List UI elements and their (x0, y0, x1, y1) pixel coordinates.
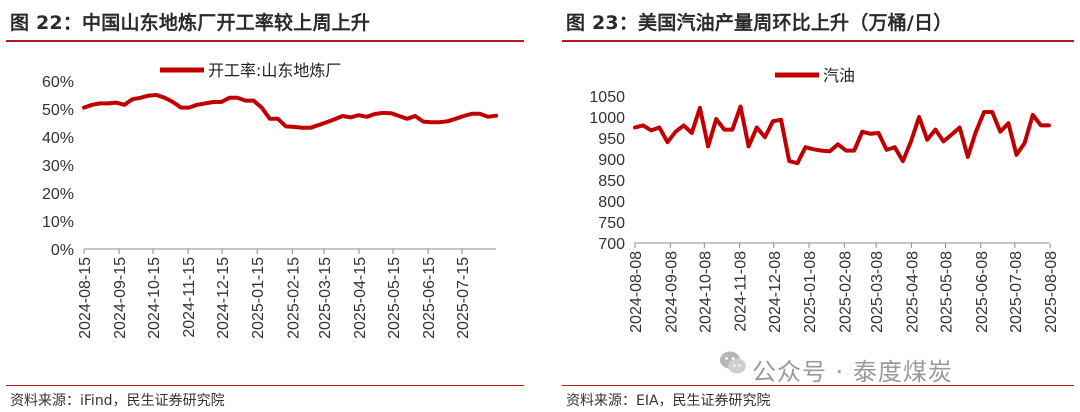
y-tick-label: 10% (42, 214, 74, 231)
x-tick-label: 2024-08-15 (77, 257, 94, 339)
x-tick-label: 2024-10-15 (146, 257, 163, 339)
x-tick-label: 2025-06-15 (421, 257, 438, 339)
y-tick-label: 50% (42, 102, 74, 119)
x-tick-label: 2025-05-08 (939, 251, 956, 333)
title-divider (562, 40, 1074, 42)
x-tick-label: 2024-12-08 (767, 251, 784, 333)
line-chart-gasoline-output: 700 750 800 850 900 950 1000 1050 2024-08-08 2024… (589, 66, 1060, 333)
x-tick-label: 2025-02-15 (285, 257, 302, 339)
chart-panel-right: 图 23：美国汽油产量周环比上升（万桶/日） 700 750 800 850 900 95… (556, 0, 1080, 412)
watermark-text: 公众号 · 泰度煤炭 (752, 358, 953, 386)
y-tick-label: 30% (42, 158, 74, 175)
legend-label: 开工率:山东地炼厂 (208, 61, 341, 80)
x-tick-label: 2024-10-08 (697, 251, 714, 333)
y-tick-label: 900 (598, 152, 625, 169)
x-tick-label: 2025-03-08 (869, 251, 886, 333)
source-divider (562, 385, 1074, 386)
y-tick-label: 20% (42, 186, 74, 203)
line-chart-refinery-utilization: 0% 10% 20% 30% 40% 50% 60% 2024-08-15 2024-09-15… (42, 61, 498, 339)
x-tick-label: 2025-07-15 (455, 257, 472, 339)
chart-panel-left: 图 22：中国山东地炼厂开工率较上周上升 0% 10% 20% 30% 40% 50% 60… (0, 0, 530, 412)
y-tick-label: 0% (51, 242, 74, 259)
y-tick-label: 950 (598, 131, 625, 148)
x-tick-label: 2025-01-15 (250, 257, 267, 339)
y-tick-label: 1000 (589, 110, 625, 127)
title-divider (6, 40, 524, 42)
series-line (633, 104, 1051, 166)
x-tick-label: 2025-04-15 (352, 257, 369, 339)
y-tick-label: 850 (598, 173, 625, 190)
figure-title: 图 22：中国山东地炼厂开工率较上周上升 (10, 12, 371, 34)
series-line (82, 93, 498, 130)
source-note: 资料来源：EIA，民生证券研究院 (566, 393, 771, 409)
source-divider (6, 385, 524, 386)
x-tick-label: 2025-07-08 (1008, 251, 1025, 333)
x-tick-label: 2024-11-08 (733, 251, 750, 332)
y-tick-label: 1050 (589, 89, 625, 106)
x-tick-label: 2024-08-08 (628, 251, 645, 333)
x-tick-label: 2025-01-08 (802, 251, 819, 333)
x-tick-label: 2024-09-08 (663, 251, 680, 333)
figure-title: 图 23：美国汽油产量周环比上升（万桶/日） (566, 12, 953, 34)
source-note: 资料来源：iFind，民生证券研究院 (10, 393, 225, 409)
legend-label: 汽油 (823, 66, 855, 85)
x-tick-label: 2025-06-08 (974, 251, 991, 333)
x-tick-label: 2024-09-15 (112, 257, 129, 339)
x-tick-label: 2025-02-08 (837, 251, 854, 333)
y-tick-label: 700 (598, 236, 625, 253)
wechat-icon (720, 351, 746, 374)
x-tick-label: 2025-03-15 (317, 257, 334, 339)
x-tick-label: 2024-11-15 (181, 257, 198, 338)
x-tick-label: 2025-04-08 (904, 251, 921, 333)
x-tick-label: 2024-12-15 (215, 257, 232, 339)
y-tick-label: 800 (598, 194, 625, 211)
y-tick-label: 750 (598, 215, 625, 232)
y-tick-label: 40% (42, 130, 74, 147)
x-tick-label: 2025-08-08 (1043, 251, 1060, 333)
y-tick-label: 60% (42, 74, 74, 91)
x-tick-label: 2025-05-15 (386, 257, 403, 339)
